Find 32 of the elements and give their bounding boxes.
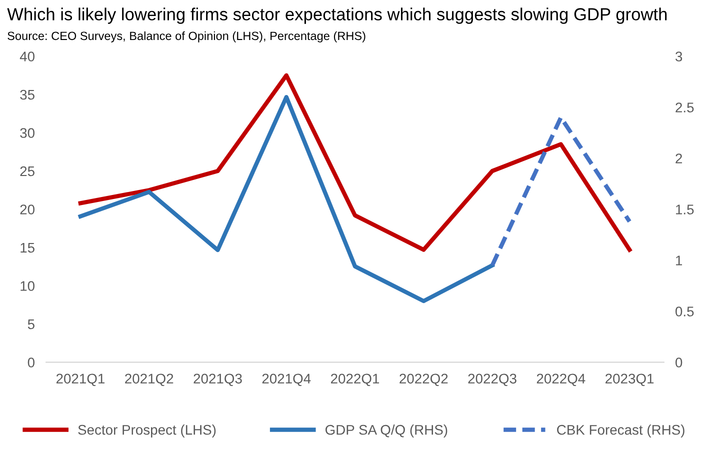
legend-label: Sector Prospect (LHS): [78, 424, 216, 438]
y2-tick-label: 2: [676, 154, 682, 164]
legend-label: GDP SA Q/Q (RHS): [326, 424, 448, 438]
y2-tick-label: 0: [676, 358, 682, 368]
y-tick-label: 15: [20, 242, 34, 253]
y-tick-label: 25: [20, 166, 34, 176]
y2-tick-label: 1.5: [676, 204, 694, 214]
chart-subtitle: Source: CEO Surveys, Balance of Opinion (LHS), Percentage (RHS): [8, 31, 366, 42]
line-series: [78, 94, 494, 304]
line-series: [78, 73, 632, 252]
y-tick-label: 30: [20, 128, 34, 138]
x-tick-label: 2022Q4: [536, 374, 586, 386]
y2-tick-label: 3: [675, 52, 682, 62]
x-tick-label: 2021Q2: [125, 374, 174, 386]
x-tick-label: 2021Q3: [194, 374, 242, 386]
y-tick-label: 10: [20, 281, 34, 291]
x-tick-label: 2021Q4: [262, 374, 311, 386]
chart-title: Which is likely lowering firms sector expectations which suggests slowing GDP growth: [7, 8, 667, 24]
y-tick-label: 5: [28, 319, 34, 330]
y-tick-label: 0: [28, 358, 34, 368]
x-tick-label: 2022Q3: [468, 374, 516, 386]
y-tick-label: 20: [20, 204, 34, 214]
x-tick-label: 2022Q1: [330, 374, 380, 386]
y-tick-label: 40: [20, 52, 34, 62]
y2-tick-label: 2.5: [676, 102, 694, 112]
y2-tick-label: 1: [676, 256, 682, 266]
y-tick-label: 35: [20, 90, 34, 100]
x-tick-label: 2022Q2: [400, 374, 448, 386]
y2-tick-label: 0.5: [676, 306, 694, 316]
x-tick-label: 2021Q1: [56, 374, 105, 386]
legend-label: CBK Forecast (RHS): [557, 424, 684, 438]
x-tick-label: 2023Q1: [606, 374, 654, 386]
